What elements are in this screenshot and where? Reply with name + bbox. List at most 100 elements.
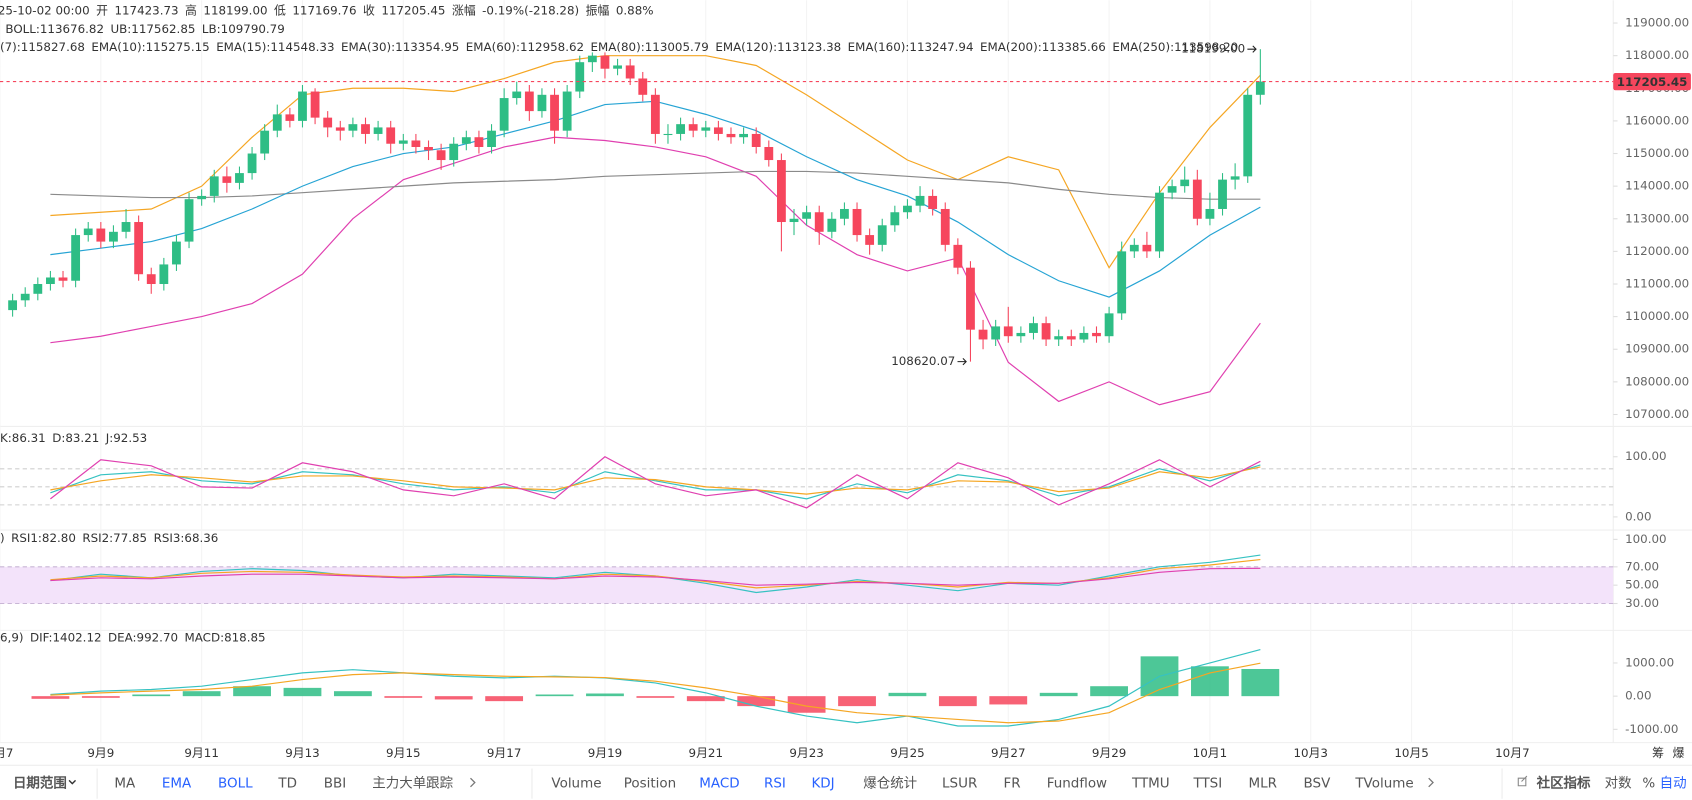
legend-item: RSI3:68.36 bbox=[154, 531, 219, 545]
macd-bar bbox=[938, 696, 977, 707]
macd-bar bbox=[384, 696, 423, 698]
candle-body bbox=[613, 65, 622, 69]
x-tick-label: 10月1 bbox=[1193, 746, 1228, 760]
candle-body bbox=[562, 91, 572, 131]
y-tick-label: 50.00 bbox=[1625, 578, 1659, 592]
right-indicator-toggle[interactable]: % bbox=[1642, 776, 1655, 792]
candle-body bbox=[1205, 208, 1215, 219]
sub-indicator-toggle[interactable]: BSV bbox=[1304, 776, 1332, 792]
right-indicator-toggle[interactable]: 对数 bbox=[1605, 776, 1632, 792]
last-price-label: 117205.45 bbox=[1617, 75, 1688, 89]
legend-item: 6,9) bbox=[0, 630, 24, 644]
candle-body bbox=[978, 329, 988, 340]
legend-item: EMA(60):112958.62 bbox=[466, 40, 584, 54]
y-tick-label: 112000.00 bbox=[1625, 244, 1689, 258]
y-tick-label: 110000.00 bbox=[1625, 309, 1689, 323]
sub-indicator-toggle[interactable]: FR bbox=[1004, 776, 1021, 792]
legend-item: 25-10-02 00:00 bbox=[0, 3, 90, 17]
candle-body bbox=[33, 284, 43, 294]
legend-item: LB:109790.79 bbox=[202, 22, 285, 36]
candle-body bbox=[587, 55, 597, 63]
main-indicator-toggle[interactable]: BOLL bbox=[218, 776, 253, 792]
macd-bar bbox=[737, 696, 776, 707]
candle-body bbox=[499, 98, 509, 131]
y-tick-label: 115000.00 bbox=[1625, 146, 1689, 160]
candle-body bbox=[348, 124, 358, 131]
macd-bar bbox=[686, 696, 725, 702]
x-tick-label: 9月29 bbox=[1092, 746, 1127, 760]
candle-body bbox=[537, 94, 547, 112]
candle-body bbox=[789, 218, 799, 223]
right-indicator-toggle[interactable]: 社区指标 bbox=[1536, 775, 1591, 792]
main-indicator-toggle[interactable]: BBI bbox=[324, 776, 346, 792]
candle-body bbox=[461, 137, 471, 144]
candle-body bbox=[146, 274, 156, 285]
candle-body bbox=[524, 91, 534, 112]
sub-indicator-toggle[interactable]: RSI bbox=[764, 776, 786, 792]
indicator-line bbox=[50, 466, 1261, 495]
main-indicator-toggle[interactable]: EMA bbox=[162, 776, 192, 792]
y-tick-label: -1000.00 bbox=[1625, 722, 1678, 736]
sub-indicator-toggle[interactable]: TTMU bbox=[1131, 776, 1170, 792]
legend-item: (7):115827.68 bbox=[0, 40, 85, 54]
extreme-arrow bbox=[957, 358, 967, 366]
indicator-line bbox=[50, 55, 1261, 269]
x-tick-label: 10月5 bbox=[1394, 746, 1429, 760]
candle-body bbox=[436, 150, 446, 161]
candle-body bbox=[1167, 186, 1177, 193]
date-range-button[interactable]: 日期范围 bbox=[13, 775, 67, 792]
main-indicator-toggle[interactable]: MA bbox=[114, 776, 136, 792]
candle-body bbox=[1142, 244, 1152, 252]
candle-body bbox=[1003, 326, 1013, 337]
y-tick-label: 0.00 bbox=[1625, 689, 1651, 703]
candle-body bbox=[1092, 332, 1101, 337]
sub-indicator-toggle[interactable]: TVolume bbox=[1354, 776, 1413, 792]
candle-body bbox=[20, 293, 30, 301]
candle-body bbox=[751, 133, 761, 147]
x-tick-label: 9月27 bbox=[991, 746, 1026, 760]
candle-body bbox=[840, 208, 849, 219]
y-tick-label: 100.00 bbox=[1625, 449, 1667, 463]
sub-indicator-toggle[interactable]: MLR bbox=[1248, 776, 1276, 792]
candle-body bbox=[71, 235, 81, 281]
candle-body bbox=[928, 195, 938, 209]
sub-indicator-toggle[interactable]: Volume bbox=[551, 776, 601, 792]
legend-item: 0.88% bbox=[616, 3, 654, 17]
sub-indicator-toggle[interactable]: KDJ bbox=[811, 776, 834, 792]
sub-indicator-toggle[interactable]: Position bbox=[624, 776, 676, 792]
candle-body bbox=[814, 212, 824, 232]
macd-bar bbox=[1039, 692, 1078, 697]
legend-item: UB:117562.85 bbox=[110, 22, 195, 36]
legend-item: 118199.00 bbox=[203, 3, 267, 17]
macd-bar bbox=[434, 696, 473, 700]
sub-indicator-toggle[interactable]: TTSI bbox=[1192, 776, 1222, 792]
label-layer: 25-10-02 00:00 开 117423.73 高 118199.00 低 11716… bbox=[0, 3, 1691, 760]
macd-bar bbox=[989, 696, 1028, 705]
x-tick-label: 9月9 bbox=[87, 746, 114, 760]
right-indicator-toggle[interactable]: 自动 bbox=[1660, 776, 1687, 792]
sub-indicator-toggle[interactable]: MACD bbox=[699, 776, 739, 792]
candle-body bbox=[827, 218, 837, 232]
main-indicator-toggle[interactable]: TD bbox=[277, 776, 297, 792]
legend-item: K:86.31 bbox=[0, 431, 46, 445]
sub-indicator-toggle[interactable]: LSUR bbox=[942, 776, 977, 792]
candle-body bbox=[361, 124, 370, 134]
sub-indicator-toggle[interactable]: Fundflow bbox=[1047, 776, 1107, 792]
macd-bar bbox=[233, 686, 271, 697]
scroll-right[interactable] bbox=[470, 777, 476, 788]
candle-body bbox=[1192, 179, 1202, 219]
dropdown-caret[interactable] bbox=[68, 779, 77, 785]
x-tick-label: 9月13 bbox=[285, 746, 320, 760]
sub-indicator-toggle[interactable]: 爆仓统计 bbox=[863, 776, 917, 792]
main-indicator-toggle[interactable]: 主力大单跟踪 bbox=[372, 776, 453, 792]
macd-bar bbox=[283, 687, 322, 697]
macd-bar bbox=[888, 692, 927, 697]
candle-body bbox=[903, 205, 912, 213]
y-tick-label: 30.00 bbox=[1625, 596, 1659, 610]
legend-item: 高 bbox=[185, 3, 197, 17]
candle-body bbox=[726, 133, 736, 138]
legend-item: RSI2:77.85 bbox=[82, 531, 147, 545]
scroll-right[interactable] bbox=[1428, 777, 1434, 788]
legend-item: MACD:818.85 bbox=[185, 630, 266, 644]
